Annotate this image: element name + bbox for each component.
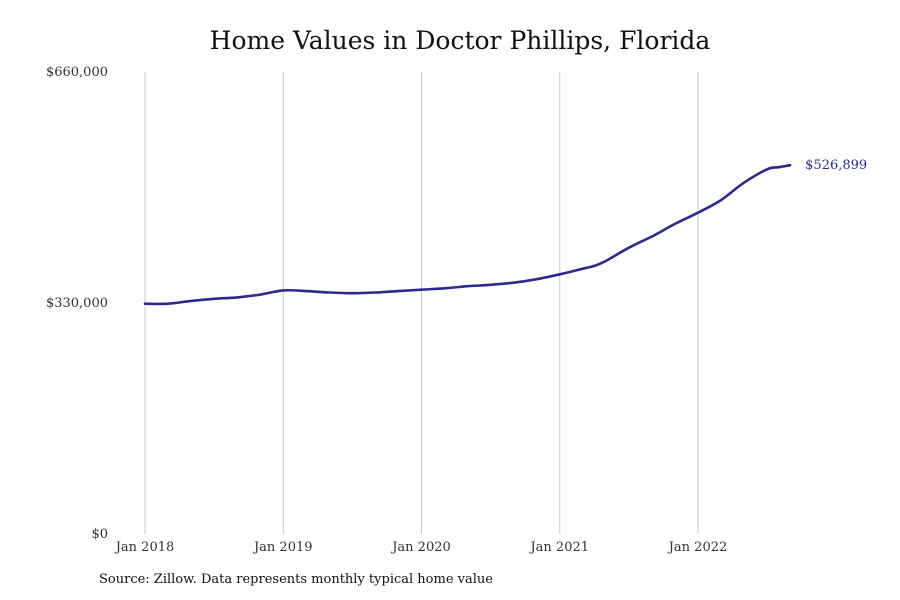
end-value-label: $526,899 (805, 158, 867, 173)
y-tick-label: $330,000 (46, 296, 108, 311)
y-tick-label: $0 (91, 527, 108, 542)
chart-title: Home Values in Doctor Phillips, Florida (209, 26, 711, 55)
x-axis-ticks: Jan 2018 Jan 2019 Jan 2020 Jan 2021 Jan 2022 (114, 540, 728, 555)
x-tick-label: Jan 2020 (390, 540, 451, 555)
y-tick-label: $660,000 (46, 65, 108, 80)
x-tick-label: Jan 2021 (528, 540, 589, 555)
source-note: Source: Zillow. Data represents monthly … (99, 572, 493, 587)
x-tick-label: Jan 2018 (114, 540, 175, 555)
gridlines (144, 72, 699, 534)
x-tick-label: Jan 2019 (252, 540, 313, 555)
x-tick-label: Jan 2022 (667, 540, 728, 555)
series-line (143, 163, 792, 306)
y-axis-ticks: $0 $330,000 $660,000 (46, 65, 108, 542)
series-layer: $526,899 (143, 158, 867, 306)
